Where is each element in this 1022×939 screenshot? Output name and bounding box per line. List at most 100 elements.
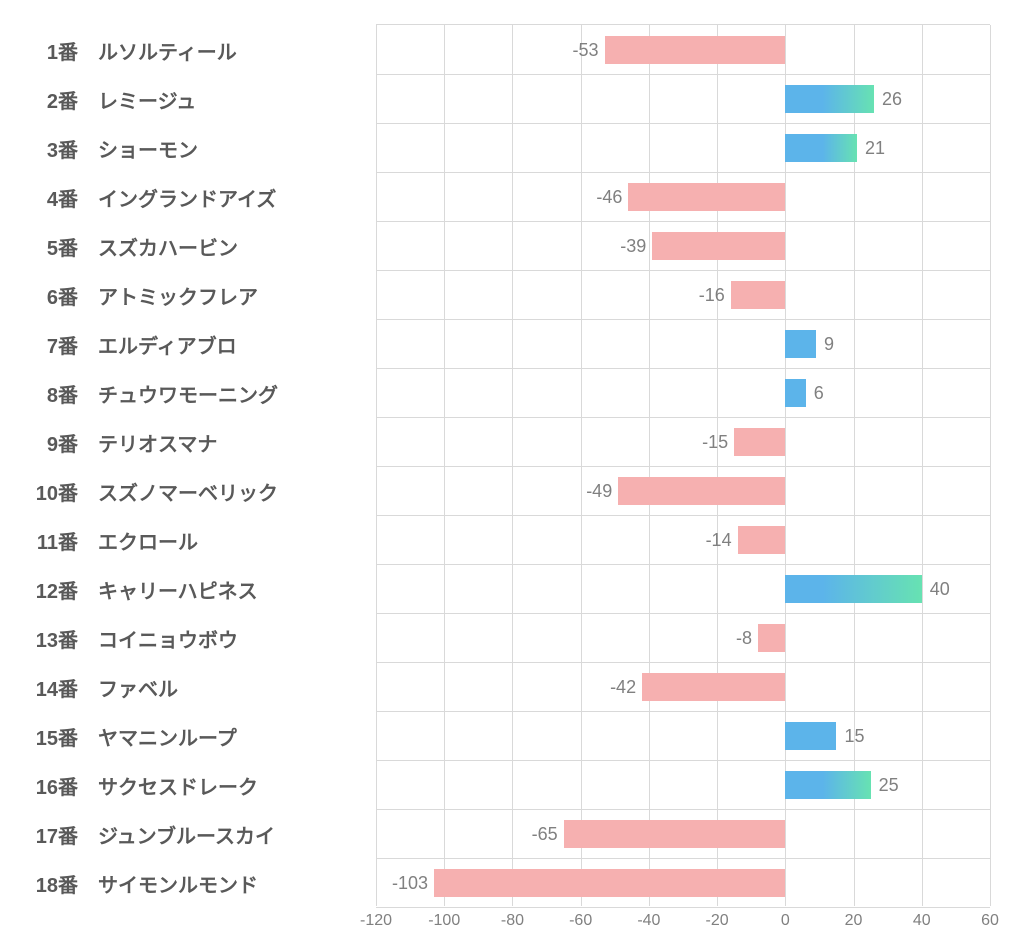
- row-separator: [376, 907, 990, 908]
- x-tick-label: -60: [569, 912, 592, 930]
- bar: [731, 281, 786, 309]
- bar: [738, 526, 786, 554]
- row-name: エクロール: [98, 526, 198, 555]
- row-name: キャリーハピネス: [98, 575, 258, 604]
- row-separator: [376, 319, 990, 320]
- row-name: チュウワモーニング: [98, 379, 278, 408]
- row-number: 15番: [20, 722, 78, 751]
- bar-value: -42: [610, 677, 636, 698]
- row-name: サクセスドレーク: [98, 771, 258, 800]
- row-separator: [376, 711, 990, 712]
- bar-value: -46: [596, 187, 622, 208]
- bar: [564, 820, 786, 848]
- row-name: ルソルティール: [98, 36, 237, 65]
- row-number: 8番: [20, 379, 78, 408]
- row-number: 10番: [20, 477, 78, 506]
- row-separator: [376, 662, 990, 663]
- bar-value: 15: [845, 726, 865, 747]
- row-label: 9番テリオスマナ: [20, 428, 217, 457]
- bar: [605, 36, 786, 64]
- row-label: 16番サクセスドレーク: [20, 771, 258, 800]
- bar: [652, 232, 785, 260]
- bar-value: 25: [879, 775, 899, 796]
- bar-value: -65: [532, 824, 558, 845]
- row-separator: [376, 172, 990, 173]
- row-number: 11番: [20, 526, 78, 555]
- x-tick-label: -20: [706, 912, 729, 930]
- bar: [618, 477, 785, 505]
- row-label: 7番エルディアブロ: [20, 330, 237, 359]
- row-label: 4番イングランドアイズ: [20, 183, 276, 212]
- row-label: 17番ジュンブルースカイ: [20, 820, 275, 849]
- x-tick-label: -100: [428, 912, 460, 930]
- bar-value: 26: [882, 89, 902, 110]
- row-number: 2番: [20, 85, 78, 114]
- row-name: サイモンルモンド: [98, 869, 258, 898]
- row-label: 12番キャリーハピネス: [20, 575, 258, 604]
- bar: [785, 771, 870, 799]
- row-separator: [376, 74, 990, 75]
- row-label: 6番アトミックフレア: [20, 281, 258, 310]
- row-label: 18番サイモンルモンド: [20, 869, 258, 898]
- row-separator: [376, 466, 990, 467]
- row-number: 4番: [20, 183, 78, 212]
- row-separator: [376, 270, 990, 271]
- row-number: 7番: [20, 330, 78, 359]
- row-label: 13番コイニョウボウ: [20, 624, 238, 653]
- bar: [628, 183, 785, 211]
- row-number: 5番: [20, 232, 78, 261]
- bar: [642, 673, 785, 701]
- bar-value: 6: [814, 383, 824, 404]
- bar: [434, 869, 785, 897]
- row-separator: [376, 123, 990, 124]
- row-number: 12番: [20, 575, 78, 604]
- row-name: テリオスマナ: [98, 428, 217, 457]
- row-number: 3番: [20, 134, 78, 163]
- bar-value: 40: [930, 579, 950, 600]
- row-number: 17番: [20, 820, 78, 849]
- bar-value: 21: [865, 138, 885, 159]
- bar: [785, 134, 857, 162]
- row-separator: [376, 613, 990, 614]
- bar-value: -15: [702, 432, 728, 453]
- row-name: アトミックフレア: [98, 281, 258, 310]
- row-name: ヤマニンループ: [98, 722, 237, 751]
- row-label: 5番スズカハービン: [20, 232, 238, 261]
- bar: [785, 722, 836, 750]
- row-separator: [376, 368, 990, 369]
- plot-area: -532621-46-39-1696-15-49-1440-8-421525-6…: [376, 24, 990, 906]
- row-separator: [376, 515, 990, 516]
- bar: [734, 428, 785, 456]
- x-tick-label: 0: [781, 912, 790, 930]
- row-name: ショーモン: [98, 134, 198, 163]
- row-label: 15番ヤマニンループ: [20, 722, 237, 751]
- row-name: スズカハービン: [98, 232, 238, 261]
- x-tick-label: 20: [845, 912, 863, 930]
- row-separator: [376, 221, 990, 222]
- row-name: ファベル: [98, 673, 178, 702]
- row-number: 16番: [20, 771, 78, 800]
- row-label: 14番ファベル: [20, 673, 178, 702]
- bar-value: 9: [824, 334, 834, 355]
- row-label: 8番チュウワモーニング: [20, 379, 278, 408]
- row-separator: [376, 809, 990, 810]
- row-number: 13番: [20, 624, 78, 653]
- row-label: 3番ショーモン: [20, 134, 198, 163]
- row-name: エルディアブロ: [98, 330, 237, 359]
- x-tick-label: 60: [981, 912, 999, 930]
- row-number: 6番: [20, 281, 78, 310]
- row-separator: [376, 858, 990, 859]
- bar: [758, 624, 785, 652]
- row-label: 1番ルソルティール: [20, 36, 237, 65]
- row-label: 10番スズノマーベリック: [20, 477, 278, 506]
- bar-value: -14: [706, 530, 732, 551]
- row-name: レミージュ: [98, 85, 196, 114]
- row-name: ジュンブルースカイ: [98, 820, 275, 849]
- x-tick-label: -120: [360, 912, 392, 930]
- bar-value: -103: [392, 873, 428, 894]
- bar-value: -8: [736, 628, 752, 649]
- x-tick-label: -80: [501, 912, 524, 930]
- bar: [785, 379, 805, 407]
- row-number: 9番: [20, 428, 78, 457]
- row-number: 14番: [20, 673, 78, 702]
